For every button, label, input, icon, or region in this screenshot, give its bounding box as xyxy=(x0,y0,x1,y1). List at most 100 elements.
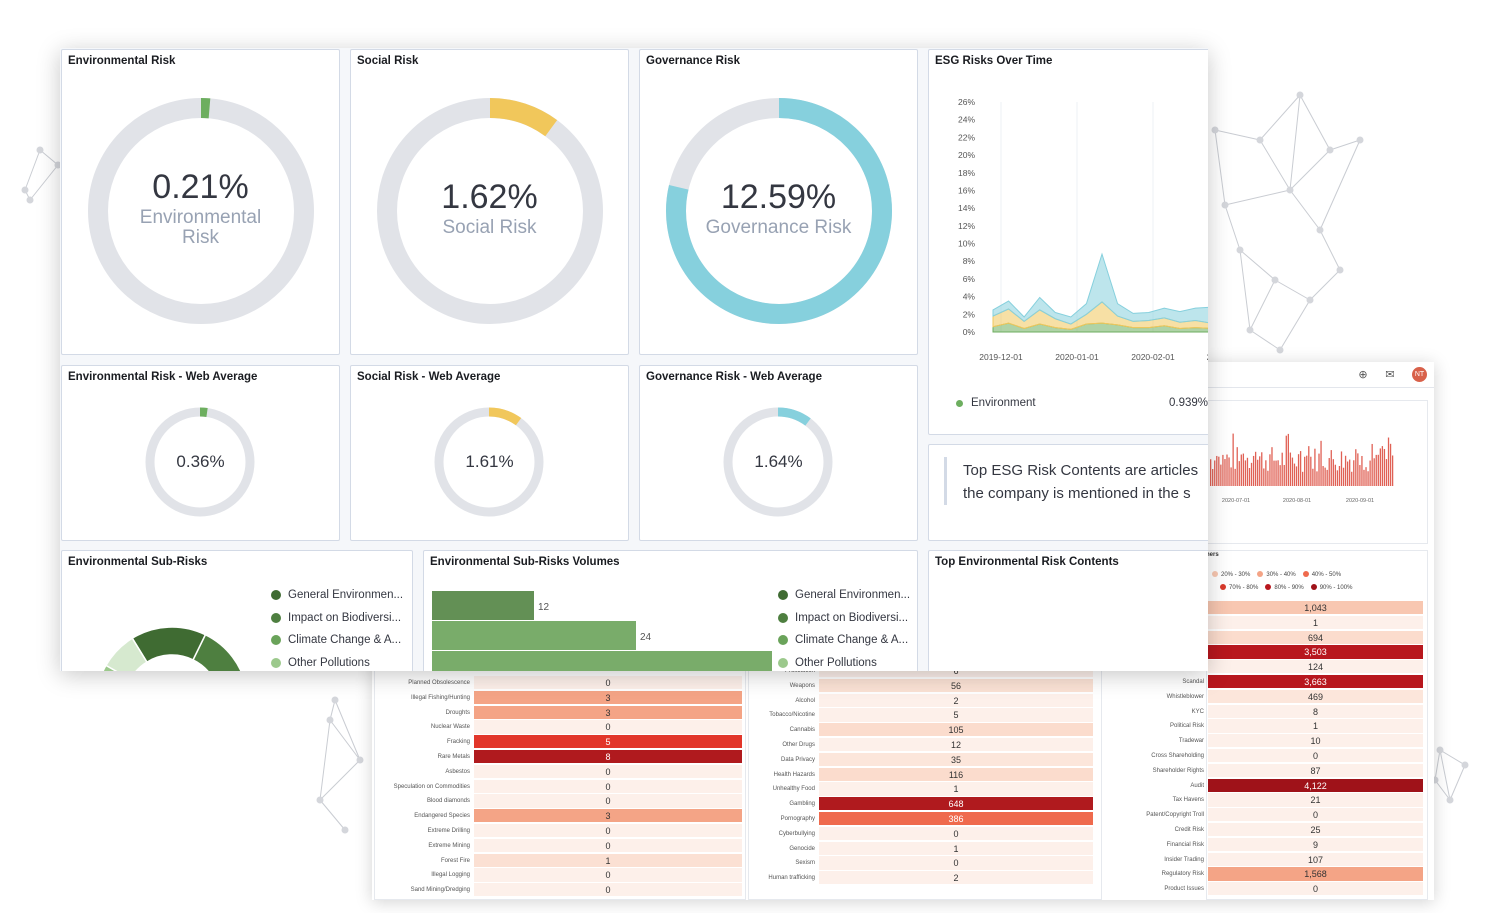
heatmap-cell: 8 xyxy=(474,749,742,765)
heatmap-row[interactable]: Sand Mining/Dredging 0 xyxy=(411,883,742,898)
heatmap-row[interactable]: Rare Metals 8 xyxy=(438,749,742,765)
heatmap-row[interactable]: 124 xyxy=(1208,660,1423,675)
legend-dot xyxy=(1302,571,1309,577)
heatmap-row[interactable]: Whistleblower 469 xyxy=(1167,689,1423,705)
heatmap-row[interactable]: Pornography 386 xyxy=(781,811,1093,827)
histogram-bar xyxy=(1375,454,1377,486)
heatmap-row[interactable]: Planned Obsolescence 0 xyxy=(408,676,742,691)
legend-item[interactable]: Climate Change & A... xyxy=(271,633,403,656)
heatmap-row[interactable]: Blood diamonds 0 xyxy=(427,794,742,809)
heatmap-row[interactable]: Fracking 5 xyxy=(447,735,742,750)
legend-item[interactable]: Other Pollutions xyxy=(778,656,910,671)
heatmap-row[interactable]: Gambling 648 xyxy=(789,797,1093,812)
heatmap-row[interactable]: Forest Fire 1 xyxy=(441,853,742,869)
network-edge xyxy=(319,719,331,801)
legend-item[interactable]: Impact on Biodiversi... xyxy=(778,611,910,634)
heatmap-row[interactable]: Cross Shareholding 0 xyxy=(1151,748,1423,764)
environmental-web-average-panel[interactable]: Environmental Risk - Web Average 0.36% xyxy=(61,365,340,541)
heatmap-row[interactable]: Tradewar 10 xyxy=(1179,734,1423,749)
heatmap-row[interactable]: Patent/Copyright Troll 0 xyxy=(1146,808,1423,823)
histogram-bar xyxy=(1299,451,1302,486)
heatmap-row[interactable]: Human trafficking 2 xyxy=(768,871,1093,886)
heatmap-row[interactable]: Cyberbullying 0 xyxy=(779,826,1093,842)
social-web-average-panel[interactable]: Social Risk - Web Average 1.61% xyxy=(350,365,629,541)
heatmap-row[interactable]: Shareholder Rights 87 xyxy=(1153,763,1423,779)
legend-item[interactable]: 20% - 30% xyxy=(1212,571,1250,578)
heatmap-row-label: Health Hazards xyxy=(773,771,815,778)
mail-icon[interactable]: ✉ xyxy=(1385,369,1395,381)
heatmap-row[interactable]: Endangered Species 3 xyxy=(414,809,742,824)
legend-item[interactable]: Impact on Biodiversi... xyxy=(271,611,403,634)
histogram-bar xyxy=(1353,460,1355,486)
heatmap-row[interactable]: Tax Havens 21 xyxy=(1173,793,1423,808)
heatmap-row[interactable]: Health Hazards 116 xyxy=(774,767,1093,783)
legend-item[interactable]: Climate Change & A... xyxy=(778,633,910,656)
heatmap-row[interactable]: Product Issues 0 xyxy=(1164,882,1423,897)
esg-risks-over-time-panel[interactable]: ESG Risks Over Time 26% 24% 22% 20% 18% 16% 14… xyxy=(928,49,1208,435)
heatmap-cell: 386 xyxy=(819,811,1093,827)
governance-risk-panel[interactable]: Governance Risk 12.59% Governance Risk xyxy=(639,49,918,355)
heatmap-row[interactable]: Extreme Drilling 0 xyxy=(428,823,742,839)
heatmap-row[interactable]: Weapons 56 xyxy=(790,678,1093,694)
legend-item[interactable]: Other Pollutions xyxy=(271,656,403,671)
heatmap-row[interactable]: Credit Risk 25 xyxy=(1175,822,1423,838)
heatmap-row[interactable]: 1 xyxy=(1208,615,1423,631)
heatmap-row[interactable]: Sexism 0 xyxy=(795,856,1093,871)
heatmap-row[interactable]: Illegal Logging 0 xyxy=(431,868,742,883)
network-edge xyxy=(1434,749,1441,781)
legend-label[interactable]: Environment xyxy=(971,397,1036,409)
heatmap-row[interactable]: Tobacco/Nicotine 5 xyxy=(769,708,1093,723)
heatmap-row[interactable]: Illegal Fishing/Hunting 3 xyxy=(411,690,742,706)
legend-item[interactable]: 40% - 50% xyxy=(1302,571,1341,578)
legend-item[interactable]: 70% - 80% xyxy=(1220,584,1258,591)
heatmap-row[interactable]: Extreme Mining 0 xyxy=(428,838,742,854)
heatmap-row[interactable]: Financial Risk 9 xyxy=(1167,837,1423,853)
legend-item[interactable]: 30% - 40% xyxy=(1257,571,1296,578)
legend-label: Climate Change & A... xyxy=(288,634,402,647)
environmental-average-donut xyxy=(145,407,255,517)
heatmap-row[interactable]: Nuclear Waste 0 xyxy=(431,720,742,735)
heatmap-row[interactable]: Insider Trading 107 xyxy=(1164,852,1423,868)
legend-label: Climate Change & A... xyxy=(795,634,909,647)
avatar[interactable]: NT xyxy=(1412,367,1427,382)
heatmap-row[interactable]: Regulatory Risk 1,568 xyxy=(1162,867,1423,882)
heatmap-row-label: KYC xyxy=(1191,708,1204,715)
heatmap-row[interactable]: 694 xyxy=(1208,630,1423,646)
heatmap-row[interactable]: Speculation on Commodities 0 xyxy=(394,779,742,795)
heatmap-row[interactable]: Cannabis 105 xyxy=(790,723,1093,738)
network-edge xyxy=(1259,94,1301,141)
legend-item[interactable]: 90% - 100% xyxy=(1310,584,1352,591)
heatmap-row[interactable]: Audit 4,122 xyxy=(1190,778,1423,794)
heatmap-row[interactable]: 3,503 xyxy=(1208,645,1423,660)
globe-icon[interactable]: ⊕ xyxy=(1358,369,1368,381)
legend-label: Impact on Biodiversi... xyxy=(288,611,402,624)
legend-dot xyxy=(778,590,788,600)
environmental-sub-risks-volumes-panel[interactable]: Environmental Sub-Risks Volumes 12 24 Gen… xyxy=(423,550,918,671)
governance-web-average-panel[interactable]: Governance Risk - Web Average 1.64% xyxy=(639,365,918,541)
top-environmental-contents-panel[interactable]: Top Environmental Risk Contents xyxy=(928,550,1208,671)
environmental-sub-risks-panel[interactable]: Environmental Sub-Risks General Environm… xyxy=(61,550,413,671)
legend-item[interactable]: General Environmen... xyxy=(778,588,910,611)
heatmap-row[interactable]: Unhealthy Food 1 xyxy=(773,782,1093,797)
histogram-bar xyxy=(1330,450,1332,486)
heatmap-row[interactable]: Genocide 1 xyxy=(789,841,1093,857)
legend-item[interactable]: General Environmen... xyxy=(271,588,403,611)
heatmap-row[interactable]: Alcohol 2 xyxy=(795,693,1093,709)
heatmap-row[interactable]: Droughts 3 xyxy=(446,705,742,721)
heatmap-row-label: Cannabis xyxy=(789,727,815,734)
panel-title: Environmental Risk - Web Average xyxy=(68,371,258,383)
legend-item[interactable]: 80% - 90% xyxy=(1265,584,1304,591)
social-risk-panel[interactable]: Social Risk 1.62% Social Risk xyxy=(350,49,629,355)
heatmap-row[interactable]: 1,043 xyxy=(1208,601,1423,616)
heatmap-row[interactable]: Scandal 3,663 xyxy=(1182,675,1423,690)
heatmap-row[interactable]: Other Drugs 12 xyxy=(782,737,1093,753)
network-node xyxy=(356,756,364,764)
legend-label: 20% - 30% xyxy=(1221,572,1251,578)
heatmap-row[interactable]: Data Privacy 35 xyxy=(781,752,1093,768)
heatmap-row[interactable]: Political Risk 1 xyxy=(1170,719,1423,734)
heatmap-row[interactable]: Asbestos 0 xyxy=(445,764,742,780)
environmental-risk-panel[interactable]: Environmental Risk 0.21% Environmental R… xyxy=(61,49,340,355)
histogram-bar xyxy=(1259,456,1261,486)
heatmap-row[interactable]: KYC 8 xyxy=(1192,704,1423,720)
histogram-bar xyxy=(1338,466,1341,486)
